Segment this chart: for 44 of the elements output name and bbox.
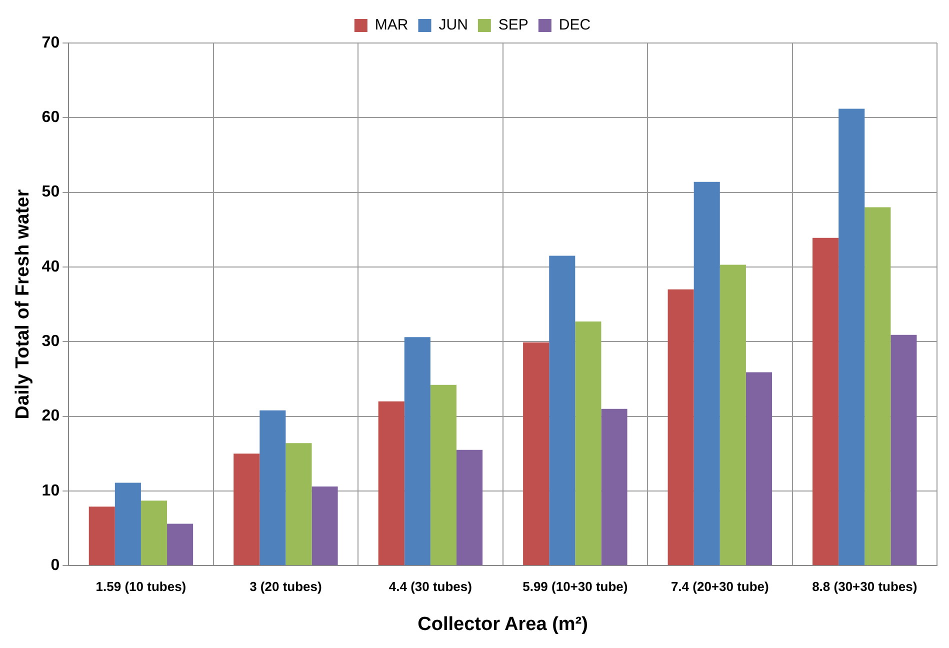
bar — [575, 321, 602, 566]
bar — [234, 454, 260, 566]
y-tick-label: 30 — [42, 333, 60, 350]
bar — [430, 384, 456, 566]
x-tick-label: 5.99 (10+30 tube) — [522, 578, 628, 594]
y-tick-label: 50 — [42, 184, 60, 201]
bar — [167, 524, 194, 566]
bar — [864, 207, 891, 566]
bar — [260, 410, 286, 566]
bar — [668, 289, 694, 566]
x-tick-label: 4.4 (30 tubes) — [388, 578, 472, 594]
y-axis-title: Daily Total of Fresh water — [12, 188, 34, 420]
bar — [286, 443, 312, 566]
x-tick-label: 8.8 (30+30 tubes) — [812, 578, 918, 594]
bar — [890, 334, 917, 566]
y-tick-label: 40 — [42, 258, 60, 276]
x-tick-label: 3 (20 tubes) — [250, 578, 322, 594]
bar — [812, 238, 839, 566]
bar — [720, 264, 746, 566]
bar — [140, 500, 168, 566]
y-tick-label: 70 — [42, 34, 60, 52]
bar — [404, 337, 430, 566]
bar — [88, 506, 115, 566]
y-tick-label: 10 — [42, 482, 60, 500]
bar — [114, 482, 141, 566]
legend-label: DEC — [558, 16, 591, 34]
bar — [312, 486, 338, 566]
bar — [694, 182, 720, 566]
legend-label: SEP — [498, 16, 528, 34]
x-tick-label: 7.4 (20+30 tube) — [670, 578, 769, 594]
bar — [746, 372, 772, 566]
y-tick-label: 0 — [50, 557, 60, 574]
x-tick-label: 1.59 (10 tubes) — [96, 578, 186, 594]
bar — [456, 450, 483, 566]
legend-label: MAR — [374, 16, 408, 34]
bar — [378, 401, 404, 566]
bar — [523, 342, 550, 566]
bar — [549, 256, 576, 566]
bar — [601, 408, 628, 566]
bar — [838, 108, 865, 566]
y-tick-label: 60 — [42, 109, 60, 126]
legend-label: JUN — [438, 16, 468, 34]
y-tick-label: 20 — [42, 408, 60, 425]
x-axis-title: Collector Area (m²) — [418, 614, 588, 635]
